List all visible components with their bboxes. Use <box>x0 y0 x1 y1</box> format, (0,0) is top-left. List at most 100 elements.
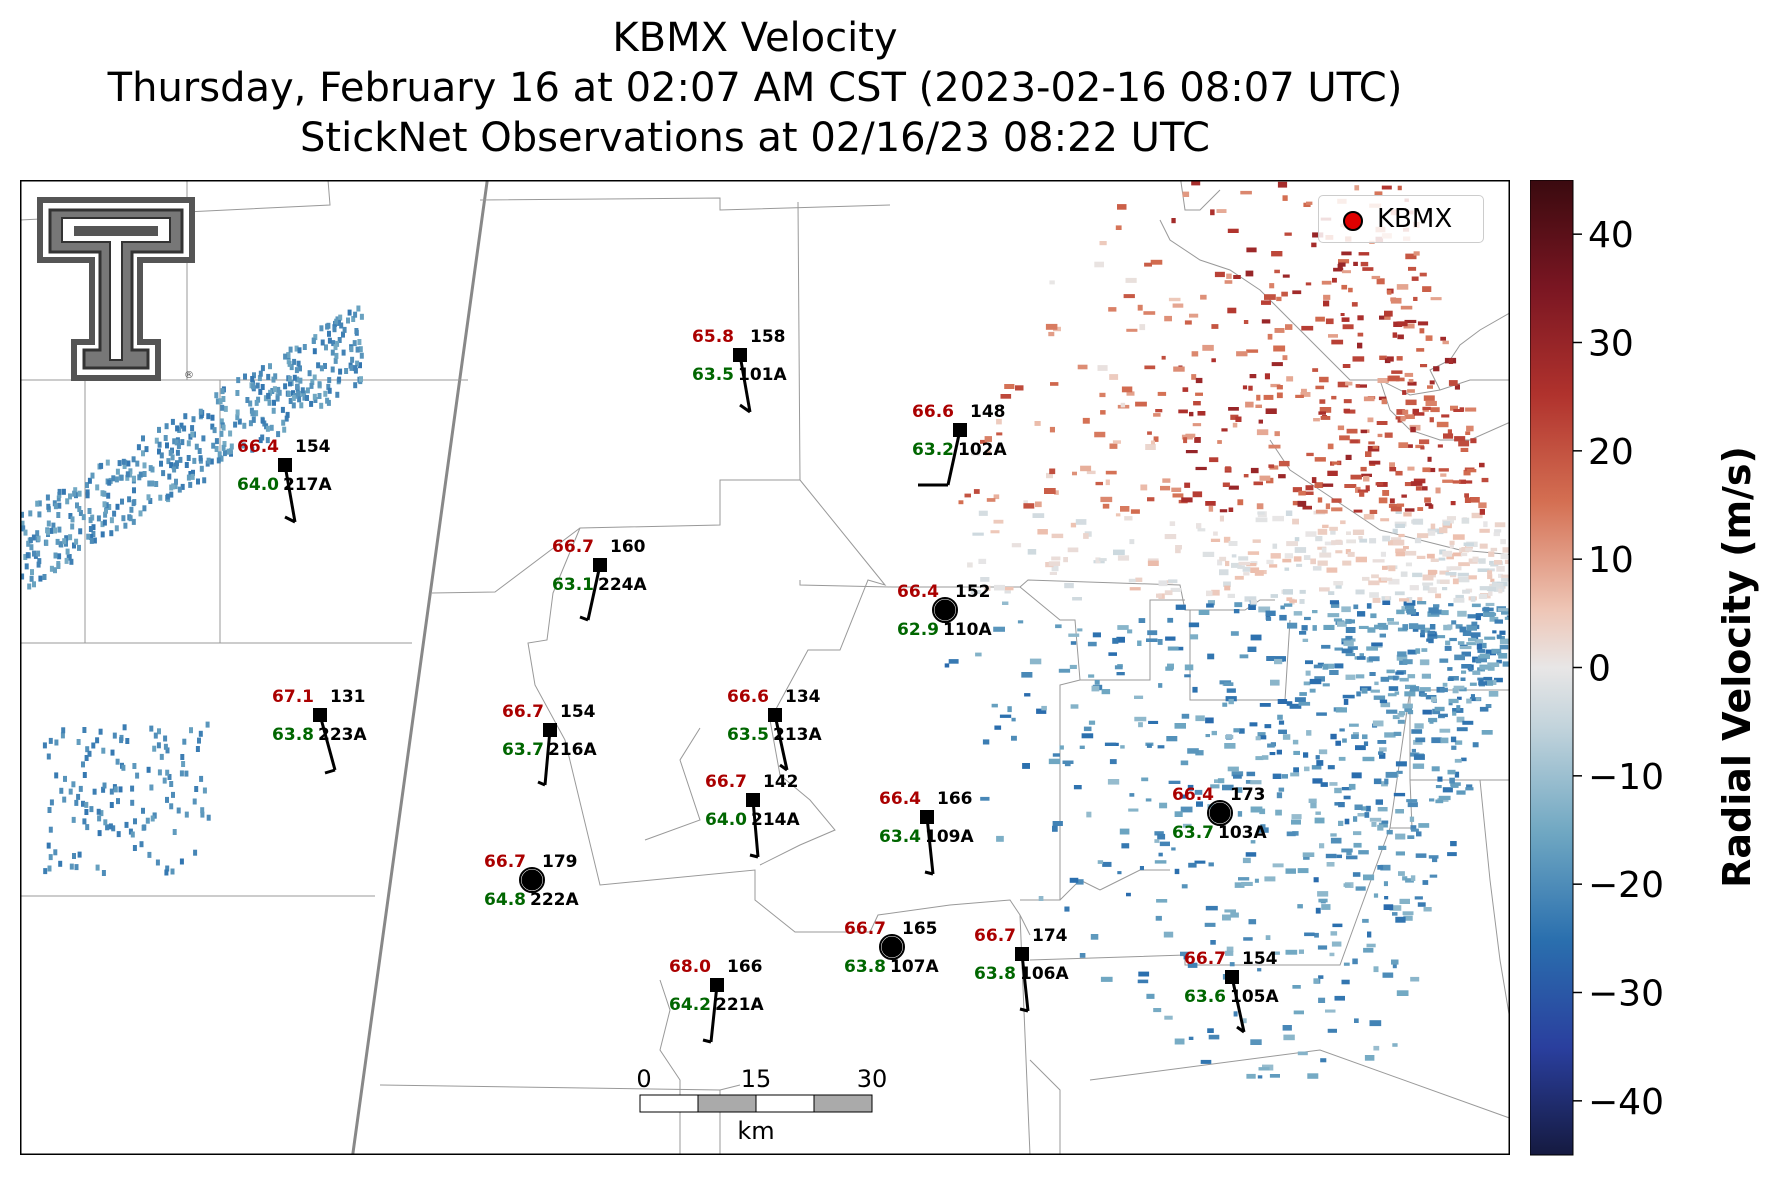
station-marker <box>920 810 934 824</box>
legend-label: KBMX <box>1377 204 1453 234</box>
map-legend: KBMX <box>1318 195 1484 243</box>
station-pressure: 131 <box>330 687 366 707</box>
calm-wind-marker <box>1209 802 1231 824</box>
colorbar-tick-label: −40 <box>1588 1082 1664 1123</box>
station-temperature: 66.7 <box>974 926 1016 946</box>
station-marker <box>278 458 292 472</box>
station-pressure: 154 <box>1242 949 1278 969</box>
station-221A: 68.0 166 64.2 221A <box>669 957 764 1044</box>
wind-barb <box>1020 953 1030 1012</box>
colorbar-tick-label: −20 <box>1588 865 1664 906</box>
kbmx-radar-marker-icon <box>1343 211 1363 231</box>
station-224A: 66.7 160 63.1 224A <box>552 537 647 622</box>
station-213A: 66.6 134 63.5 213A <box>727 687 822 772</box>
wind-barb <box>751 799 760 858</box>
station-temperature: 66.7 <box>1184 949 1226 969</box>
wind-barb <box>318 714 337 771</box>
wind-barb <box>779 763 788 772</box>
station-marker <box>746 793 760 807</box>
station-marker <box>543 723 557 737</box>
station-id: 223A <box>318 725 367 745</box>
station-pressure: 154 <box>295 437 331 457</box>
station-temperature: 65.8 <box>692 327 734 347</box>
station-dewpoint: 63.5 <box>692 365 734 385</box>
station-pressure: 152 <box>955 582 991 602</box>
station-dewpoint: 64.0 <box>705 810 747 830</box>
station-pressure: 166 <box>727 957 763 977</box>
station-temperature: 66.7 <box>484 852 526 872</box>
chart-subtitle-time: Thursday, February 16 at 02:07 AM CST (2… <box>107 65 1403 111</box>
station-dewpoint: 62.9 <box>897 620 939 640</box>
wind-barb <box>1019 1007 1029 1013</box>
colorbar: 40 30 20 10 0 −10 −20 −30 −40 Radial Velocity (m… <box>1530 180 1759 1156</box>
colorbar-label: Radial Velocity (m/s) <box>1715 446 1759 888</box>
station-pressure: 154 <box>560 702 596 722</box>
chart-title: KBMX Velocity <box>612 15 898 61</box>
colorbar-tick-label: 10 <box>1588 540 1634 581</box>
station-pressure: 160 <box>610 537 646 557</box>
wind-barb <box>738 354 752 413</box>
wind-barb <box>709 984 719 1043</box>
station-dewpoint: 63.8 <box>272 725 314 745</box>
station-102A: 66.6 148 63.2 102A <box>912 402 1007 487</box>
wind-barb <box>543 729 552 786</box>
station-id: 216A <box>548 740 597 760</box>
colorbar-tick-label: −30 <box>1588 974 1664 1015</box>
station-id: 109A <box>925 827 974 847</box>
station-temperature: 66.7 <box>552 537 594 557</box>
wind-barb <box>924 870 934 876</box>
wind-barb <box>579 615 589 622</box>
station-dewpoint: 63.1 <box>552 575 594 595</box>
station-pressure: 174 <box>1032 926 1068 946</box>
station-marker <box>593 558 607 572</box>
station-pressure: 165 <box>902 919 938 939</box>
station-pressure: 134 <box>785 687 821 707</box>
wind-barb <box>324 768 336 775</box>
station-dewpoint: 63.7 <box>1172 823 1214 843</box>
colorbar-tick-label: 30 <box>1588 324 1634 365</box>
station-107A: 66.7 165 63.8 107A <box>844 919 939 977</box>
station-id: 214A <box>751 810 800 830</box>
texas-tech-double-t-logo: ® <box>37 197 195 381</box>
station-marker <box>953 423 967 437</box>
wind-barb <box>702 1038 712 1044</box>
station-id: 103A <box>1218 823 1267 843</box>
station-pressure: 166 <box>937 789 973 809</box>
station-id: 106A <box>1020 964 1069 984</box>
station-marker <box>768 708 782 722</box>
station-dewpoint: 63.7 <box>502 740 544 760</box>
wind-barb <box>946 429 962 486</box>
colorbar-tick-label: 20 <box>1588 432 1634 473</box>
station-pressure: 179 <box>542 852 578 872</box>
wind-barb <box>749 853 759 859</box>
station-214A: 66.7 142 64.0 214A <box>705 772 800 859</box>
scale-tick-0: 0 <box>636 1065 651 1093</box>
station-temperature: 66.6 <box>727 687 769 707</box>
station-222A: 66.7 179 64.8 222A <box>484 852 579 910</box>
station-id: 110A <box>943 620 992 640</box>
station-223A: 67.1 131 63.8 223A <box>272 687 367 775</box>
wind-barb <box>1230 976 1246 1033</box>
station-dewpoint: 63.4 <box>879 827 921 847</box>
station-pressure: 142 <box>763 772 799 792</box>
wind-barb <box>739 403 751 414</box>
station-marker <box>1015 947 1029 961</box>
wind-barb <box>1236 1025 1245 1034</box>
station-marker <box>710 978 724 992</box>
wind-barb <box>925 816 935 875</box>
station-dewpoint: 63.8 <box>844 957 886 977</box>
station-105A: 66.7 154 63.6 105A <box>1184 949 1279 1034</box>
station-id: 102A <box>958 440 1007 460</box>
station-106A: 66.7 174 63.8 106A <box>974 926 1069 1013</box>
station-217A: 66.4 154 64.0 217A <box>237 437 332 524</box>
svg-text:®: ® <box>184 370 194 381</box>
calm-wind-marker <box>934 599 956 621</box>
station-103A: 66.4 173 63.7 103A <box>1172 785 1267 843</box>
station-109A: 66.4 166 63.4 109A <box>879 789 974 876</box>
calm-wind-marker <box>881 936 903 958</box>
station-pressure: 148 <box>970 402 1006 422</box>
station-216A: 66.7 154 63.7 216A <box>502 702 597 787</box>
wind-barb <box>586 564 602 621</box>
